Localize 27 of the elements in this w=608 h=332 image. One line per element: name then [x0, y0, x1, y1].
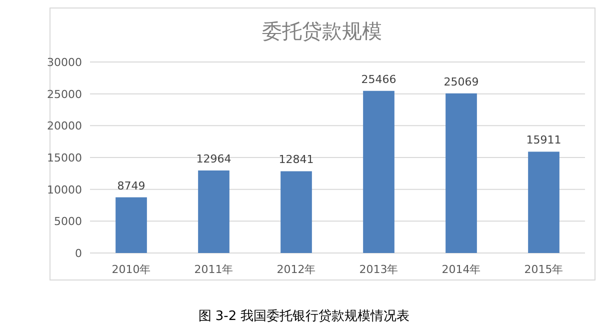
bar [363, 90, 394, 253]
bar [446, 93, 477, 253]
chart-title: 委托贷款规模 [262, 19, 382, 43]
bar [116, 197, 147, 253]
data-label: 25069 [444, 75, 479, 88]
y-tick-label: 30000 [47, 56, 82, 69]
x-tick-label: 2010年 [112, 263, 151, 276]
data-label: 12964 [196, 152, 232, 166]
x-tick-label: 2012年 [276, 263, 316, 276]
bar [198, 170, 230, 253]
data-label: 15911 [526, 134, 562, 147]
y-tick-label: 15000 [47, 152, 82, 164]
y-tick-label: 20000 [47, 120, 82, 133]
data-label: 8749 [117, 179, 146, 192]
y-tick-label: 10000 [47, 183, 82, 196]
x-tick-label: 2011年 [194, 263, 234, 276]
bar [528, 152, 560, 253]
x-tick-label: 2014年 [442, 263, 481, 276]
caption: 图 3-2 我国委托银行贷款规模情况表 [198, 309, 410, 324]
y-tick-label: 0 [75, 247, 82, 260]
data-label: 12841 [278, 153, 314, 166]
y-tick-label: 5000 [54, 215, 82, 228]
data-label: 25466 [361, 72, 396, 86]
x-tick-label: 2013年 [359, 263, 398, 276]
x-tick-label: 2015年 [524, 263, 564, 276]
y-tick-label: 25000 [47, 88, 82, 101]
bar [280, 171, 312, 253]
